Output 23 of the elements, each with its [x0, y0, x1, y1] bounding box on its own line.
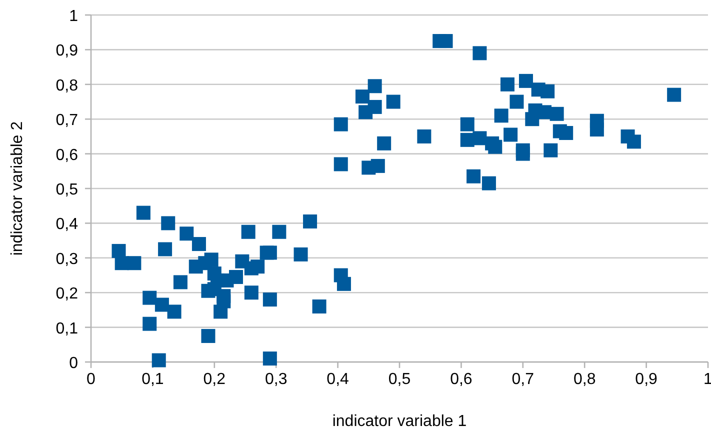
x-tick-label: 0,1 [142, 371, 164, 388]
y-tick-label: 0,9 [56, 42, 78, 60]
x-tick-label: 0,8 [573, 371, 596, 388]
x-tick-label: 0,6 [450, 371, 472, 388]
x-tick-label: 0,9 [635, 371, 658, 388]
y-tick-label: 0 [69, 355, 78, 372]
x-tick-label: 0,2 [203, 371, 226, 388]
y-tick-label: 0,5 [56, 182, 78, 198]
x-tick-label: 0 [86, 371, 96, 388]
y-tick-label: 1 [69, 8, 78, 25]
y-axis-title: indicator variable 2 [9, 121, 26, 256]
y-tick-label: 0,1 [56, 320, 78, 338]
y-tick-label: 0,8 [56, 77, 78, 94]
y-tick-label: 0,7 [56, 112, 78, 130]
y-tick-label: 0,3 [56, 250, 78, 268]
x-tick-label: 0,7 [512, 371, 534, 388]
x-tick-label: 0,4 [326, 371, 350, 388]
x-tick-label: 0,5 [388, 371, 411, 388]
y-tick-label: 0,4 [56, 216, 78, 234]
y-tick-label: 0,2 [56, 286, 78, 303]
y-tick-label: 0,6 [56, 146, 78, 164]
x-tick-label: 0,3 [264, 371, 288, 388]
x-axis-title: indicator variable 1 [332, 413, 467, 430]
